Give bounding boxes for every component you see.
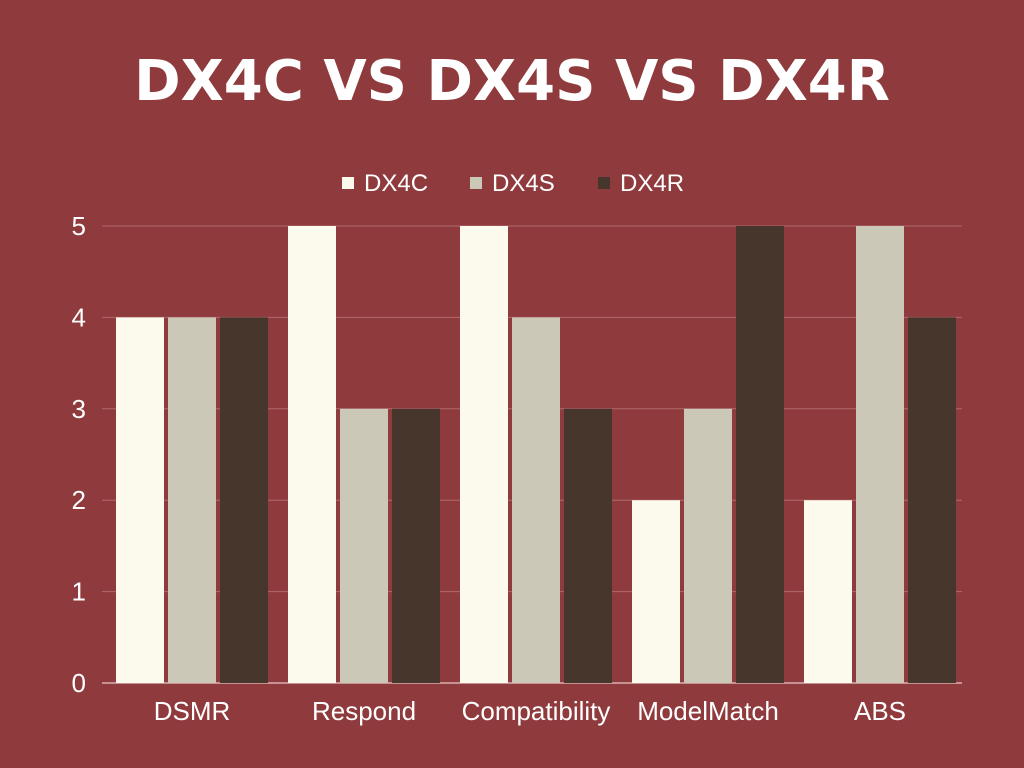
chart-title: DX4C VS DX4S VS DX4R: [134, 49, 890, 114]
y-tick-label: 3: [72, 394, 86, 424]
bar-dx4r-abs: [908, 317, 956, 683]
bar-dx4r-modelmatch: [736, 226, 784, 683]
bar-dx4s-dsmr: [168, 317, 216, 683]
bar-dx4c-dsmr: [116, 317, 164, 683]
x-tick-label: Compatibility: [462, 696, 611, 726]
bar-dx4s-modelmatch: [684, 408, 732, 683]
bar-dx4r-respond: [392, 408, 440, 683]
bar-dx4s-abs: [856, 226, 904, 683]
bar-dx4c-compatibility: [460, 226, 508, 683]
y-tick-label: 1: [72, 577, 86, 607]
y-axis-ticks: 0 1 2 3 4 5: [72, 211, 86, 698]
bar-dx4s-respond: [340, 408, 388, 683]
bar-dx4c-modelmatch: [632, 500, 680, 683]
legend-swatch-dx4r: [598, 177, 610, 189]
bar-dx4c-abs: [804, 500, 852, 683]
y-tick-label: 4: [72, 302, 86, 332]
legend-label-dx4r: DX4R: [620, 170, 684, 197]
bar-dx4c-respond: [288, 226, 336, 683]
bar-dx4r-dsmr: [220, 317, 268, 683]
x-tick-label: Respond: [312, 696, 416, 726]
bar-dx4r-compatibility: [564, 408, 612, 683]
legend-label-dx4s: DX4S: [492, 170, 555, 197]
legend-swatch-dx4s: [470, 177, 482, 189]
y-tick-label: 0: [72, 668, 86, 698]
y-tick-label: 2: [72, 485, 86, 515]
x-tick-label: ABS: [854, 696, 906, 726]
x-axis-labels: DSMR Respond Compatibility ModelMatch ABS: [154, 696, 906, 726]
bar-dx4s-compatibility: [512, 317, 560, 683]
legend-label-dx4c: DX4C: [364, 170, 428, 197]
legend: DX4C DX4S DX4R: [342, 170, 684, 197]
legend-swatch-dx4c: [342, 177, 354, 189]
x-tick-label: ModelMatch: [637, 696, 779, 726]
y-tick-label: 5: [72, 211, 86, 241]
bars: [116, 226, 956, 683]
x-tick-label: DSMR: [154, 696, 231, 726]
